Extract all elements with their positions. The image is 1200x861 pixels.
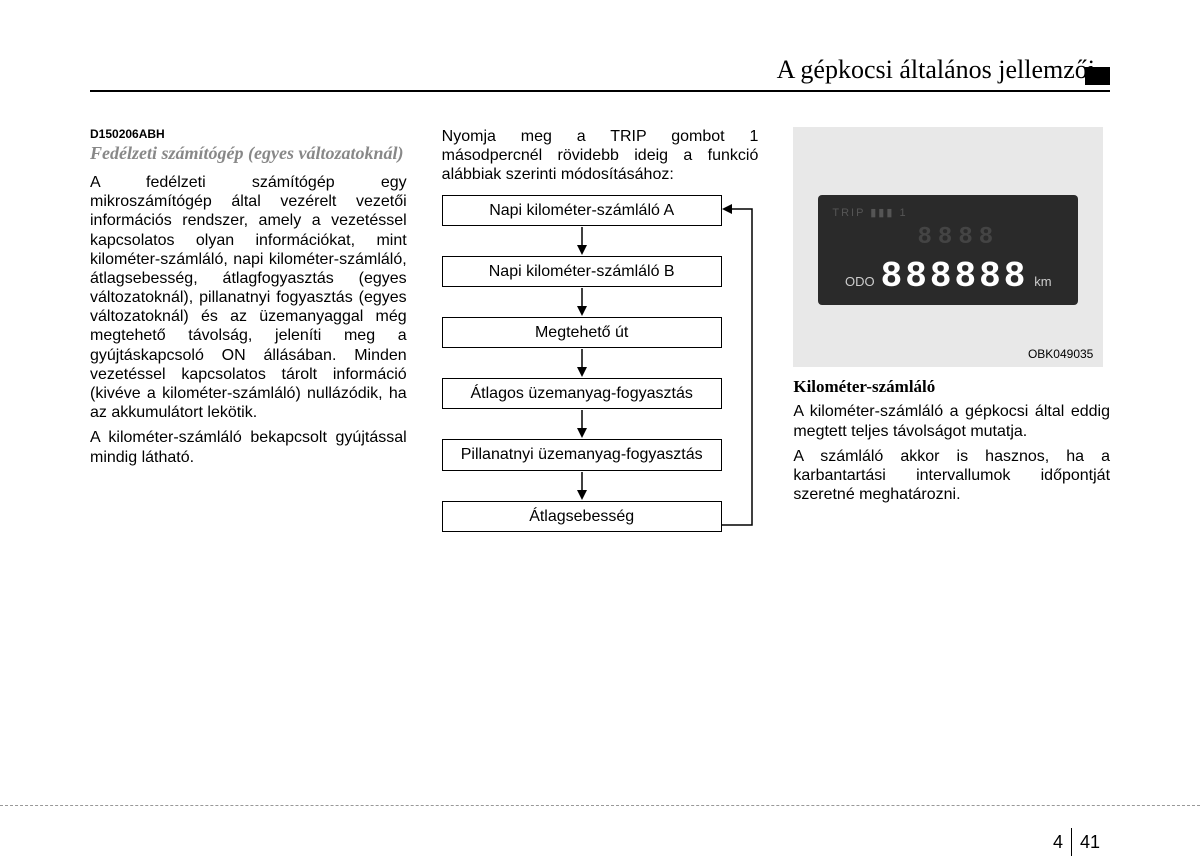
arrow-down-icon — [442, 348, 722, 378]
chapter-number: 4 — [1053, 832, 1063, 853]
page-footer: 4 41 — [0, 805, 1200, 816]
header-title: A gépkocsi általános jellemzői — [777, 55, 1110, 85]
reference-code: D150206ABH — [90, 127, 407, 141]
body-paragraph: A kilométer-számláló bekapcsolt gyújtáss… — [90, 428, 407, 466]
odometer-figure: TRIP ▮▮▮ 1 8888 ODO 888888 km OBK049035 — [793, 127, 1103, 367]
arrow-down-icon — [442, 471, 722, 501]
flow-box: Megtehető út — [442, 317, 722, 348]
odo-digits: 888888 — [881, 255, 1029, 298]
flow-box: Pillanatnyi üzemanyag-fogyasztás — [442, 439, 722, 470]
flow-box: Átlagos üzemanyag-fogyasztás — [442, 378, 722, 409]
section-heading: Kilométer-számláló — [793, 377, 1110, 397]
arrow-down-icon — [442, 409, 722, 439]
column-left: D150206ABH Fedélzeti számítógép (egyes v… — [90, 127, 407, 532]
page-separator — [1071, 828, 1072, 856]
return-arrow — [722, 209, 762, 539]
odometer-main-row: ODO 888888 km — [826, 255, 1070, 298]
odo-unit: km — [1034, 274, 1051, 290]
page-header: A gépkocsi általános jellemzői — [90, 55, 1110, 92]
odo-label: ODO — [845, 274, 875, 290]
body-paragraph: A fedélzeti számítógép egy mikroszámítóg… — [90, 173, 407, 422]
content-columns: D150206ABH Fedélzeti számítógép (egyes v… — [90, 127, 1110, 532]
flow-box: Átlagsebesség — [442, 501, 722, 532]
body-paragraph: A kilométer-számláló a gépkocsi által ed… — [793, 402, 1110, 440]
arrow-down-icon — [442, 287, 722, 317]
flow-box: Napi kilométer-számláló B — [442, 256, 722, 287]
page-number: 4 41 — [1053, 828, 1100, 856]
flowchart: Napi kilométer-számláló A Napi kilométer… — [442, 195, 759, 532]
odometer-display: TRIP ▮▮▮ 1 8888 ODO 888888 km — [818, 195, 1078, 305]
page-number-value: 41 — [1080, 832, 1100, 853]
header-marker — [1085, 67, 1110, 85]
body-paragraph: A számláló akkor is hasznos, ha a karban… — [793, 447, 1110, 505]
flow-intro: Nyomja meg a TRIP gombot 1 másodpercnél … — [442, 127, 759, 185]
arrow-down-icon — [442, 226, 722, 256]
figure-code: OBK049035 — [1028, 347, 1093, 361]
manual-page: A gépkocsi általános jellemzői D150206AB… — [0, 0, 1200, 532]
column-middle: Nyomja meg a TRIP gombot 1 másodpercnél … — [442, 127, 759, 532]
display-faint-top: TRIP ▮▮▮ 1 — [826, 203, 1070, 224]
display-faint-mid: 8888 — [826, 224, 1070, 255]
flow-box: Napi kilométer-számláló A — [442, 195, 722, 226]
subsection-title: Fedélzeti számítógép (egyes változatokná… — [90, 143, 407, 165]
column-right: TRIP ▮▮▮ 1 8888 ODO 888888 km OBK049035 … — [793, 127, 1110, 532]
